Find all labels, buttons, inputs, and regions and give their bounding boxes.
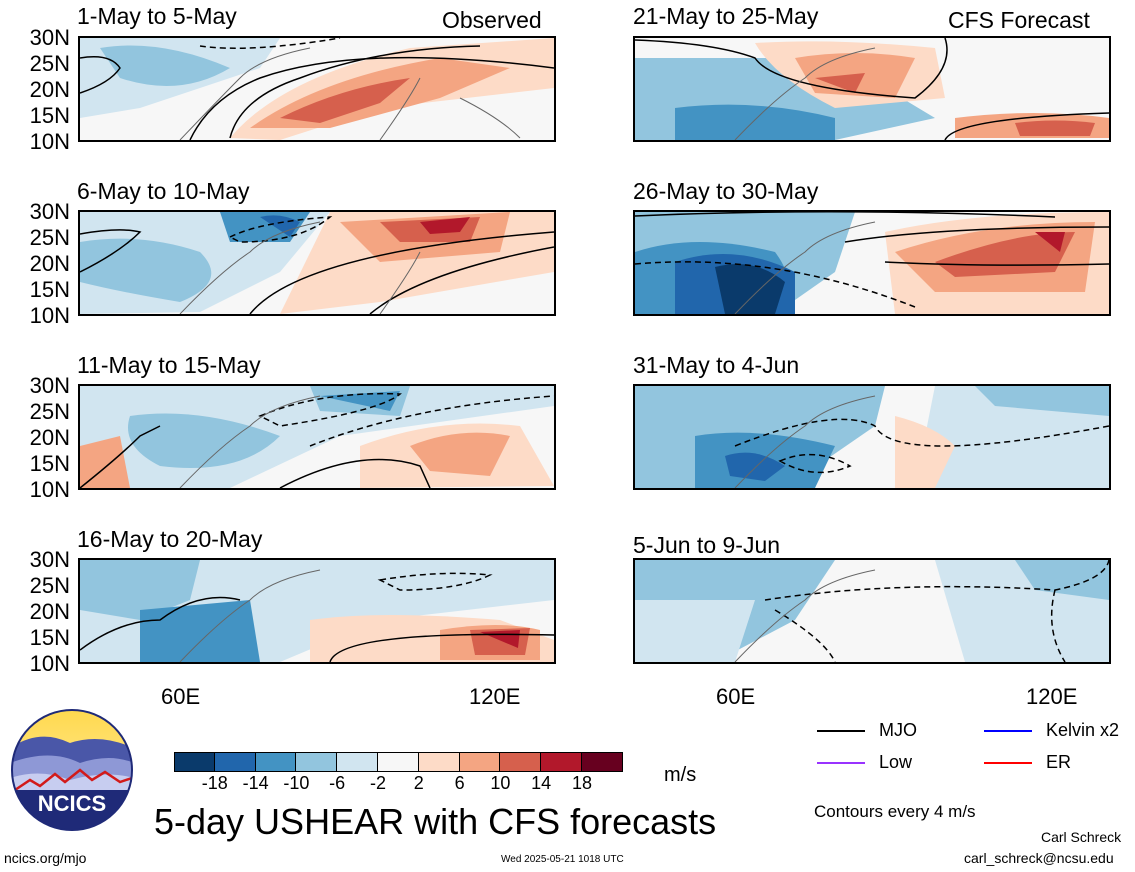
lat-label: 25N xyxy=(29,51,70,76)
lat-label: 25N xyxy=(29,573,70,598)
map-panel xyxy=(78,558,556,664)
legend-low-label: Low xyxy=(879,752,913,772)
lat-label: 20N xyxy=(29,599,70,624)
lat-label: 25N xyxy=(29,225,70,250)
lon-label: 60E xyxy=(716,684,756,709)
colorbar-label: 18 xyxy=(571,773,593,793)
colorbar-label: -18 xyxy=(201,773,228,793)
contours-note: Contours every 4 m/s xyxy=(814,802,976,821)
map-panel xyxy=(633,36,1111,142)
colorbar-box xyxy=(541,752,582,772)
colorbar-box xyxy=(214,752,256,772)
panel-title: 31-May to 4-Jun xyxy=(633,352,800,378)
lat-label: 10N xyxy=(29,651,70,676)
colorbar-label: -2 xyxy=(369,773,386,793)
footer-url: ncics.org/mjo xyxy=(4,850,87,866)
colorbar-box xyxy=(255,752,297,772)
colorbar-label: 14 xyxy=(531,773,552,793)
legend-er-label: ER xyxy=(1046,752,1072,772)
colorbar-box xyxy=(582,752,623,772)
colorbar-box xyxy=(418,752,460,772)
lat-label: 15N xyxy=(29,451,70,476)
map-panel xyxy=(633,210,1111,316)
panel-title: 21-May to 25-May xyxy=(633,3,819,29)
lat-label: 20N xyxy=(29,425,70,450)
logo-text: NCICS xyxy=(38,791,106,816)
legend-kelvin-label: Kelvin x2 xyxy=(1046,720,1120,740)
colorbar-label: -14 xyxy=(242,773,269,793)
map-panel xyxy=(78,36,556,142)
lat-label: 30N xyxy=(29,199,70,224)
colorbar-label: 2 xyxy=(413,773,424,793)
map-panel xyxy=(633,384,1111,490)
legend-kelvin-line xyxy=(984,730,1032,732)
map-panel xyxy=(633,558,1111,664)
colorbar-label: 10 xyxy=(490,773,511,793)
lat-label: 30N xyxy=(29,25,70,50)
panel-title: 6-May to 10-May xyxy=(77,178,250,204)
lat-label: 25N xyxy=(29,399,70,424)
legend-mjo-label: MJO xyxy=(879,720,917,740)
colorbar-label: -6 xyxy=(329,773,346,793)
panel-title: 11-May to 15-May xyxy=(77,352,261,378)
colorbar-box xyxy=(378,752,419,772)
lat-label: 20N xyxy=(29,251,70,276)
lat-label: 15N xyxy=(29,103,70,128)
lon-label: 60E xyxy=(161,684,201,709)
panel-tag: CFS Forecast xyxy=(948,7,1090,33)
lat-label: 20N xyxy=(29,77,70,102)
ncics-logo: NCICS xyxy=(10,708,134,832)
panel-tag: Observed xyxy=(442,7,542,33)
colorbar-box xyxy=(337,752,378,772)
lat-label: 10N xyxy=(29,477,70,502)
colorbar-box xyxy=(296,752,338,772)
lat-label: 30N xyxy=(29,547,70,572)
map-panel xyxy=(78,210,556,316)
panel-title: 5-Jun to 9-Jun xyxy=(633,532,781,558)
colorbar-label: 6 xyxy=(454,773,465,793)
lat-label: 10N xyxy=(29,129,70,154)
lon-label: 120E xyxy=(469,684,521,709)
lat-label: 10N xyxy=(29,303,70,328)
lat-label: 30N xyxy=(29,373,70,398)
map-panel xyxy=(78,384,556,490)
panel-title: 16-May to 20-May xyxy=(77,526,263,552)
panel-title: 26-May to 30-May xyxy=(633,178,819,204)
footer-author: Carl Schreck xyxy=(1041,829,1122,845)
panel-title: 1-May to 5-May xyxy=(77,3,237,29)
colorbar-box xyxy=(500,752,542,772)
lat-label: 15N xyxy=(29,625,70,650)
footer-timestamp: Wed 2025-05-21 1018 UTC xyxy=(501,854,624,865)
colorbar-box xyxy=(459,752,501,772)
colorbar-box xyxy=(174,752,215,772)
legend-mjo-line xyxy=(817,730,865,732)
main-title: 5-day USHEAR with CFS forecasts xyxy=(154,801,717,842)
legend-er-line xyxy=(984,762,1032,764)
legend-low-line xyxy=(817,762,865,764)
colorbar-unit: m/s xyxy=(664,764,697,786)
colorbar-label: -10 xyxy=(283,773,310,793)
footer-email: carl_schreck@ncsu.edu xyxy=(964,850,1114,866)
lat-label: 15N xyxy=(29,277,70,302)
lon-label: 120E xyxy=(1026,684,1078,709)
